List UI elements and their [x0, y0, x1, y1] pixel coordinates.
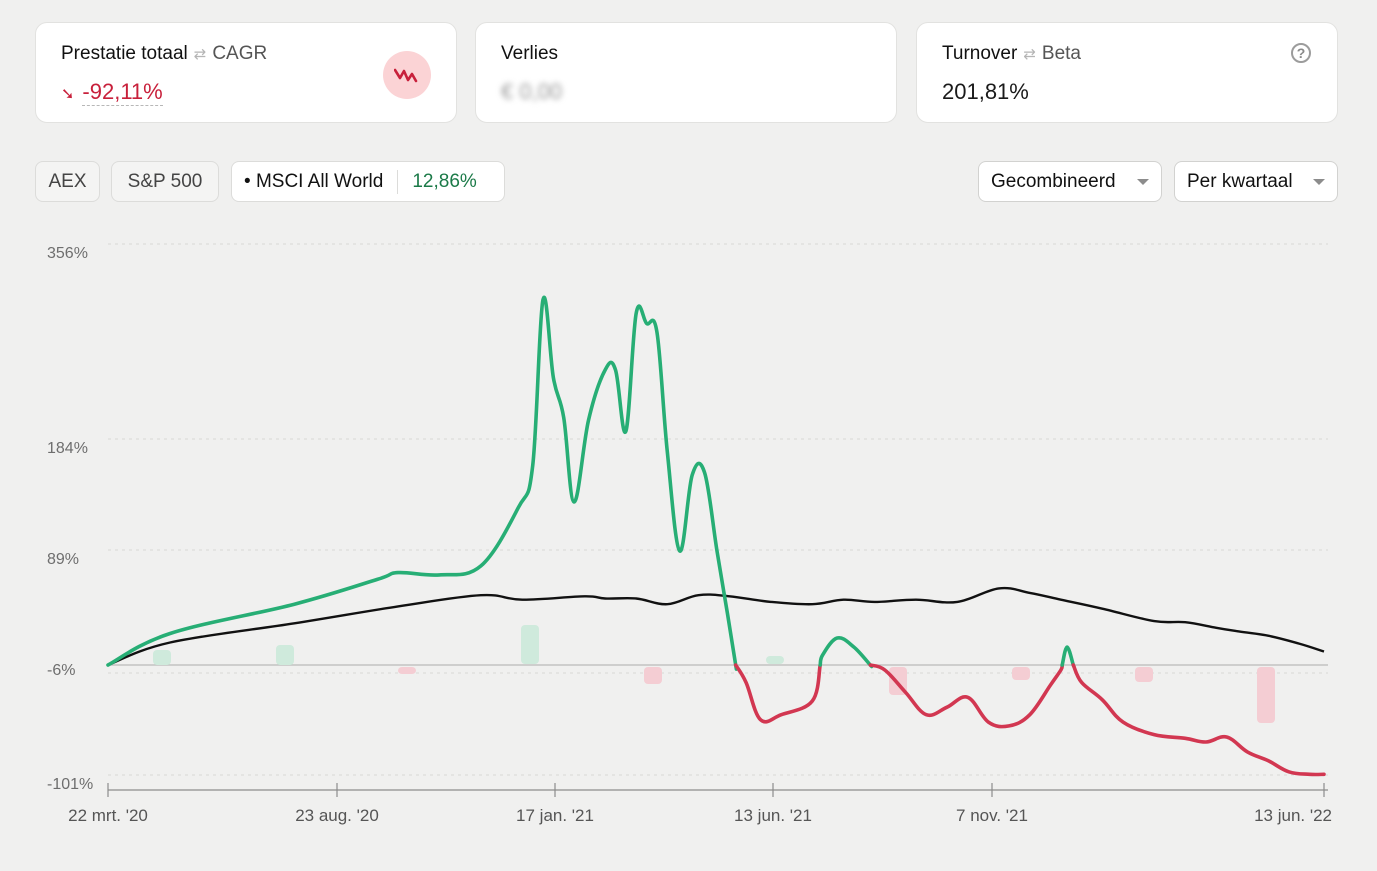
mode-select[interactable]: Gecombineerd — [978, 161, 1162, 202]
line-layer — [106, 295, 1326, 777]
y-tick-label: 89% — [47, 551, 79, 568]
performance-card: Prestatie totaal ⇄ CAGR ➘ -92,11% — [35, 22, 457, 123]
x-tick-label: 22 mrt. '20 — [68, 806, 148, 825]
performance-chart[interactable]: 356% 184% 89% -6% -101% 22 mrt. '20 23 aug. '… — [0, 220, 1377, 860]
bullet-icon: • — [244, 170, 256, 192]
beta-toggle[interactable]: Beta — [1041, 43, 1081, 64]
performance-title: Prestatie totaal — [61, 43, 188, 64]
x-tick-label: 7 nov. '21 — [956, 806, 1028, 825]
cagr-toggle[interactable]: CAGR — [212, 43, 268, 64]
y-axis: 356% 184% 89% -6% -101% — [47, 245, 93, 793]
bar-layer — [153, 625, 1275, 723]
loss-value: € 0,00 — [501, 79, 563, 104]
period-select-value: Per kwartaal — [1187, 170, 1293, 192]
swap-icon[interactable]: ⇄ — [193, 46, 207, 63]
turnover-card: Turnover ⇄ Beta 201,81% ? — [916, 22, 1338, 123]
quarter-bar — [644, 667, 662, 684]
divider — [397, 169, 399, 194]
arrow-down-right-icon: ➘ — [61, 86, 75, 103]
chart-down-icon — [383, 51, 431, 99]
loss-title: Verlies — [501, 43, 559, 64]
portfolio-line-negative — [1071, 663, 1326, 777]
turnover-value: 201,81% — [942, 79, 1029, 104]
quarter-bar — [276, 645, 294, 665]
quarter-bar — [1012, 667, 1030, 680]
y-tick-label: 184% — [47, 440, 88, 457]
quarter-bar — [1135, 667, 1153, 682]
swap-icon[interactable]: ⇄ — [1023, 46, 1036, 63]
portfolio-line-positive — [106, 295, 739, 671]
quarter-bar — [1257, 667, 1275, 723]
x-tick-label: 23 aug. '20 — [295, 806, 379, 825]
benchmark-line — [107, 586, 1325, 667]
portfolio-line-negative — [733, 663, 822, 724]
grid — [108, 243, 1328, 776]
benchmark-msci-label: MSCI All World — [255, 170, 384, 192]
x-axis: 22 mrt. '20 23 aug. '20 17 jan. '21 13 jun.… — [68, 783, 1332, 825]
chevron-down-icon — [1313, 178, 1325, 185]
loss-card: Verlies € 0,00 — [475, 22, 897, 123]
performance-number[interactable]: -92,11% — [82, 79, 163, 106]
benchmark-msci-button[interactable]: • MSCI All World 12,86% — [231, 161, 505, 202]
chevron-down-icon — [1137, 178, 1149, 185]
turnover-title: Turnover — [942, 43, 1018, 64]
performance-title-row[interactable]: Prestatie totaal ⇄ CAGR — [61, 43, 267, 65]
mode-select-value: Gecombineerd — [991, 170, 1116, 192]
y-tick-label: -6% — [47, 662, 75, 679]
period-select[interactable]: Per kwartaal — [1174, 161, 1338, 202]
quarter-bar — [153, 650, 171, 665]
quarter-bar — [398, 667, 416, 674]
portfolio-line-positive — [1060, 645, 1076, 669]
x-tick-label: 13 jun. '22 — [1254, 806, 1332, 825]
x-tick-label: 17 jan. '21 — [516, 806, 594, 825]
y-tick-label: -101% — [47, 776, 93, 793]
benchmark-sp500-button[interactable]: S&P 500 — [111, 161, 219, 202]
benchmark-aex-button[interactable]: AEX — [35, 161, 100, 202]
performance-value: ➘ -92,11% — [61, 79, 163, 106]
quarter-bar — [521, 625, 539, 664]
help-icon[interactable]: ? — [1291, 43, 1311, 63]
y-tick-label: 356% — [47, 245, 88, 262]
x-tick-label: 13 jun. '21 — [734, 806, 812, 825]
portfolio-line-positive — [818, 635, 874, 669]
quarter-bar — [766, 656, 784, 664]
turnover-title-row[interactable]: Turnover ⇄ Beta — [942, 43, 1081, 65]
benchmark-msci-value: 12,86% — [412, 170, 477, 192]
portfolio-line-negative — [868, 663, 1065, 729]
